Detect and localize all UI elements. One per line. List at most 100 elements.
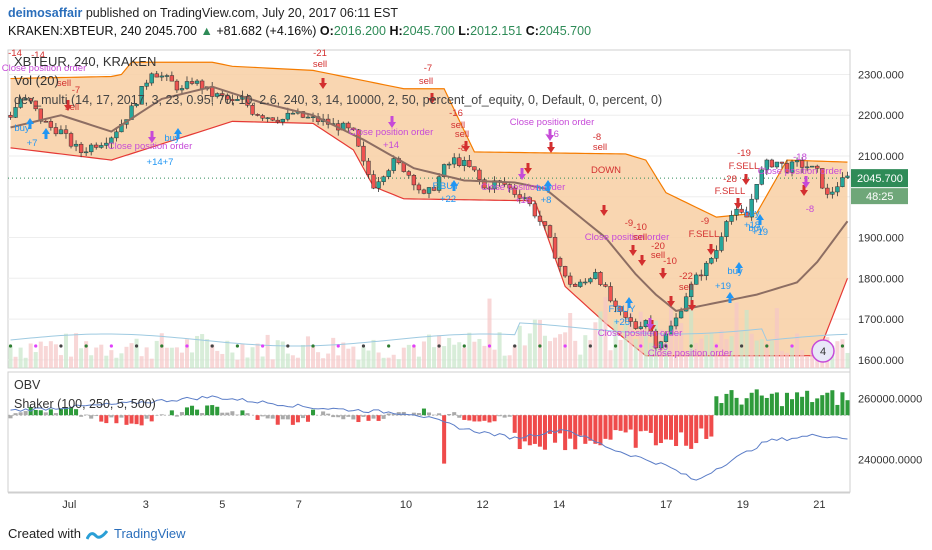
volume-bar — [391, 354, 396, 368]
shaker-bar — [84, 414, 89, 416]
volume-bar — [487, 298, 492, 368]
shaker-bar — [285, 415, 290, 420]
candle-body — [436, 176, 442, 191]
shaker-bar — [23, 411, 28, 416]
shaker-bar — [603, 415, 608, 439]
shaker-bar — [462, 415, 467, 420]
shaker-bar — [99, 415, 104, 422]
buy-arrow-icon — [735, 262, 743, 273]
volume-bar — [134, 338, 139, 368]
candle-body — [522, 197, 527, 199]
volume-bar — [240, 343, 245, 368]
sell-arrow-icon — [667, 296, 675, 307]
volume-bar — [386, 357, 391, 368]
volume-bar — [805, 355, 810, 368]
author-link[interactable]: deimosaffair — [8, 6, 83, 20]
shaker-bar — [653, 415, 658, 446]
candle-body — [391, 158, 396, 171]
volume-bar — [684, 351, 689, 368]
candle-body — [552, 237, 558, 259]
strategy-label: dev_multi (14, 17, 2017, 3, 23, 0.95, 70… — [14, 93, 662, 107]
shaker-bar — [729, 390, 734, 416]
volume-bar — [280, 341, 285, 368]
sell-arrow-icon — [638, 255, 646, 266]
volume-label: Vol (20) — [14, 73, 59, 88]
trade-label-num: -8 — [458, 143, 466, 154]
volume-bar — [810, 350, 815, 368]
candle-body — [290, 112, 296, 115]
volume-bar — [679, 323, 684, 368]
price-tick-label: 1600.000 — [858, 355, 904, 367]
shaker-bar — [668, 415, 674, 440]
shaker-bar — [280, 415, 285, 420]
sell-arrow-icon — [734, 198, 742, 209]
shaker-bar — [63, 407, 68, 416]
shaker-bar — [432, 414, 437, 416]
shaker-bar — [578, 415, 583, 436]
volume-bar — [477, 338, 482, 368]
candle-body — [169, 75, 175, 82]
tradingview-brand[interactable]: TradingView — [114, 526, 186, 541]
sell-arrow-icon — [547, 142, 555, 153]
volume-bar — [94, 347, 99, 368]
volume-bar — [633, 338, 638, 368]
candle-body — [73, 143, 79, 147]
trade-label-close: -18 — [793, 152, 807, 163]
volume-bar — [512, 345, 517, 368]
candle-body — [633, 321, 638, 329]
shaker-bar — [835, 404, 840, 416]
candle-body — [134, 104, 139, 107]
high-value: 2045.700 — [402, 24, 455, 38]
volume-bar — [694, 343, 699, 368]
candle-body — [447, 163, 452, 166]
candle-body — [179, 88, 185, 91]
volume-bar — [220, 353, 225, 368]
volume-bar — [623, 323, 628, 368]
shaker-bar — [305, 415, 311, 422]
sell-arrow-icon — [688, 300, 696, 311]
price-tick-label: 2100.000 — [858, 151, 904, 163]
volume-bar — [295, 357, 300, 368]
shaker-bar — [331, 415, 336, 418]
volume-bar — [502, 355, 507, 368]
shaker-bar — [290, 415, 295, 425]
trade-label-sell: F.SELL — [689, 229, 720, 240]
shaker-bar — [195, 409, 200, 416]
close-marker-stem — [390, 116, 394, 122]
sell-arrow-icon — [428, 93, 436, 104]
candle-body — [305, 116, 311, 119]
volume-bar — [149, 358, 154, 368]
signal-dot — [487, 344, 492, 348]
volume-bar — [845, 352, 850, 368]
volume-bar — [507, 355, 512, 368]
volume-bar — [573, 340, 578, 368]
volume-bar — [724, 339, 729, 368]
signal-dot — [714, 344, 718, 348]
volume-bar — [779, 350, 784, 368]
candle-body — [542, 221, 548, 226]
sell-arrow-icon — [64, 100, 72, 111]
candle-body — [18, 98, 23, 108]
shaker-bar — [679, 415, 684, 433]
shaker-bar — [512, 415, 517, 433]
candle-body — [99, 145, 104, 148]
time-tick-label: 10 — [400, 499, 412, 511]
volume-bar — [179, 352, 184, 368]
channel-fill — [10, 62, 848, 356]
volume-bar — [8, 346, 13, 368]
candle-body — [28, 98, 33, 102]
volume-bar — [553, 337, 558, 368]
candle-body — [845, 175, 850, 178]
price-tick-label: 2200.000 — [858, 110, 904, 122]
shaker-bar — [507, 415, 512, 417]
candle-body — [487, 187, 492, 190]
open-label: O: — [319, 24, 334, 38]
candle-body — [517, 194, 522, 199]
close-marker-icon — [518, 174, 526, 180]
close-marker-icon — [388, 122, 396, 128]
close-marker-stem — [648, 318, 652, 324]
shaker-bar — [568, 415, 573, 439]
shaker-bar — [321, 411, 326, 416]
volume-bar — [790, 345, 795, 368]
